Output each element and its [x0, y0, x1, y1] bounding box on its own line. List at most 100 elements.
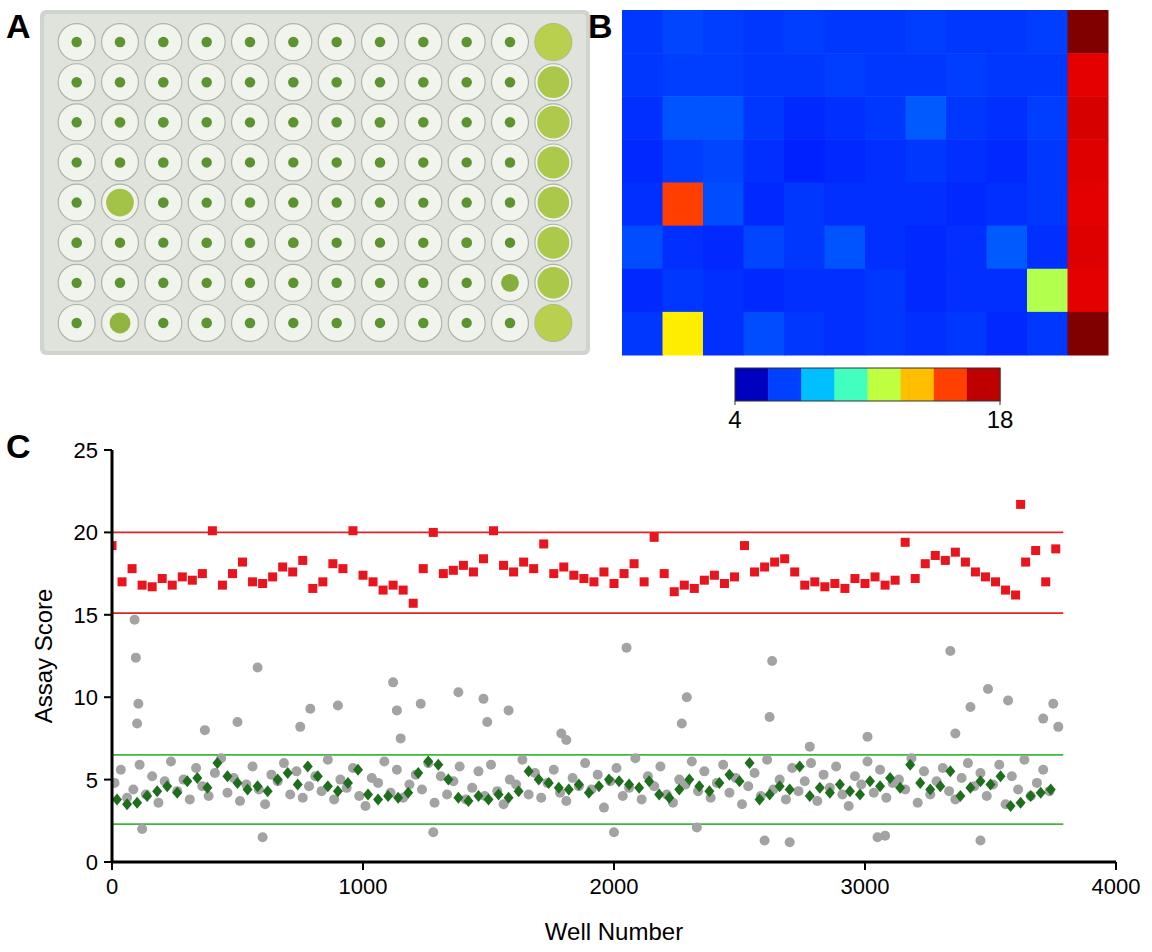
well-culture: [106, 189, 134, 217]
well: [232, 24, 269, 61]
well: [318, 224, 355, 261]
point-circle: [781, 794, 791, 804]
point-circle: [618, 791, 628, 801]
point-diamond: [534, 774, 544, 786]
well-culture: [245, 278, 255, 288]
point-circle: [417, 784, 427, 794]
point-diamond: [293, 779, 303, 791]
point-diamond: [604, 774, 614, 786]
heatmap-cell: [622, 269, 663, 313]
point-circle: [718, 760, 728, 770]
well-culture: [71, 197, 81, 207]
y-tick: [104, 531, 112, 533]
heatmap-cell: [622, 312, 663, 356]
well-culture: [201, 77, 211, 87]
point-diamond: [654, 788, 664, 800]
well-culture: [288, 237, 299, 248]
well: [492, 304, 529, 341]
point-diamond: [373, 793, 383, 805]
y-tick-label: 10: [74, 685, 98, 710]
point-square: [278, 563, 287, 572]
heatmap-cell: [825, 226, 866, 270]
point-diamond: [775, 780, 785, 792]
well: [145, 104, 182, 141]
heatmap-cell: [1027, 183, 1068, 227]
heatmap-cell: [744, 312, 785, 356]
point-circle: [354, 791, 364, 801]
panel-label: C: [6, 427, 31, 465]
point-circle: [131, 653, 141, 663]
well: [405, 104, 442, 141]
heatmap-cell: [703, 312, 744, 356]
well: [318, 184, 355, 221]
point-circle: [135, 760, 145, 770]
heatmap-cell: [784, 183, 825, 227]
well: [188, 184, 225, 221]
well: [232, 104, 269, 141]
well: [102, 304, 139, 341]
x-tick: [1115, 862, 1117, 870]
well-culture: [245, 37, 256, 48]
point-circle: [787, 763, 797, 773]
well: [102, 184, 139, 221]
point-diamond: [845, 785, 855, 797]
point-circle: [233, 717, 243, 727]
point-square: [610, 579, 619, 588]
well: [535, 64, 572, 101]
heatmap-cell: [663, 269, 704, 313]
point-circle: [863, 756, 873, 766]
point-square: [1021, 558, 1030, 567]
well: [188, 264, 225, 301]
heatmap-cell: [987, 53, 1028, 97]
well-culture: [537, 146, 569, 178]
heatmap-cell: [906, 10, 947, 54]
well-culture: [288, 318, 298, 328]
point-circle: [913, 798, 923, 808]
well: [188, 144, 225, 181]
well: [535, 304, 572, 341]
point-square: [961, 558, 970, 567]
point-circle: [295, 722, 305, 732]
well: [405, 24, 442, 61]
point-square: [419, 564, 428, 573]
point-square: [158, 574, 167, 583]
well: [448, 264, 485, 301]
heatmap-cell: [987, 10, 1028, 54]
well-culture: [505, 197, 515, 207]
heatmap-cell: [987, 226, 1028, 270]
well-culture: [245, 117, 255, 127]
heatmap-cell: [1068, 269, 1109, 313]
point-diamond: [303, 760, 313, 772]
point-diamond: [955, 790, 965, 802]
heatmap-cell: [906, 312, 947, 356]
well-culture: [71, 237, 82, 248]
well: [535, 184, 572, 221]
well-culture: [505, 77, 515, 87]
point-circle: [622, 643, 632, 653]
heatmap-cell: [865, 96, 906, 140]
point-square: [790, 567, 799, 576]
well-culture: [375, 238, 385, 248]
point-diamond: [745, 757, 755, 769]
x-tick: [864, 862, 866, 870]
well-culture: [375, 157, 385, 167]
well-culture: [535, 24, 572, 61]
well: [232, 224, 269, 261]
point-diamond: [835, 779, 845, 791]
well-culture: [288, 37, 298, 47]
point-square: [178, 572, 187, 581]
point-circle: [298, 793, 308, 803]
point-diamond: [1026, 790, 1036, 802]
point-circle: [396, 733, 406, 743]
well: [362, 144, 399, 181]
point-square: [710, 571, 719, 580]
well: [405, 264, 442, 301]
heatmap-cell: [703, 226, 744, 270]
well-culture: [461, 37, 471, 47]
well: [405, 224, 442, 261]
point-circle: [699, 766, 709, 776]
well-culture: [461, 157, 471, 167]
point-square: [318, 577, 327, 586]
point-diamond: [694, 780, 704, 792]
point-diamond: [524, 765, 534, 777]
